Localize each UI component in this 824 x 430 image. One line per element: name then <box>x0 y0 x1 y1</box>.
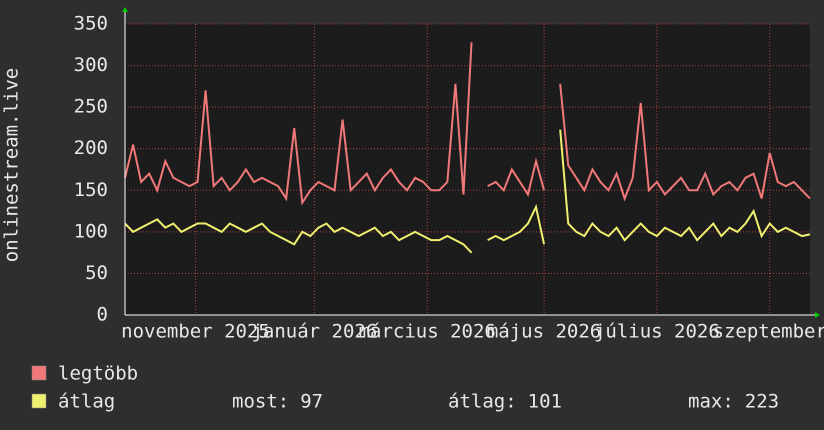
stat-value: 101 <box>528 391 562 413</box>
y-arrow <box>122 7 128 12</box>
x-tick-label: január 2026 <box>251 321 377 343</box>
x-arrow <box>815 312 820 318</box>
y-tick-label: 200 <box>74 137 108 159</box>
plot-area <box>125 24 810 315</box>
series-line <box>124 42 811 206</box>
legend-swatch <box>31 365 47 381</box>
stat-label: átlag: <box>448 391 517 413</box>
series-line <box>124 129 811 254</box>
y-tick-label: 50 <box>85 262 108 284</box>
x-tick-label: március 2026 <box>359 321 496 343</box>
stat-label: most: <box>232 391 289 413</box>
stat-value: 223 <box>745 391 779 413</box>
stat-label: max: <box>688 391 734 413</box>
legend-swatch <box>31 393 47 409</box>
y-tick-label: 300 <box>74 54 108 76</box>
x-tick-label: november 2025 <box>121 321 270 343</box>
y-tick-label: 0 <box>97 304 108 326</box>
x-tick-label: május 2026 <box>487 321 601 343</box>
stat-value: 97 <box>300 391 323 413</box>
legend-label: legtöbb <box>58 363 138 385</box>
legend-label: átlag <box>58 391 115 413</box>
y-tick-label: 350 <box>74 13 108 35</box>
y-tick-label: 100 <box>74 220 108 242</box>
y-tick-label: 150 <box>74 179 108 201</box>
x-tick-label: szeptember <box>713 321 824 343</box>
x-tick-label: július 2026 <box>594 321 720 343</box>
y-axis-label: onlinestream.live <box>1 68 23 262</box>
y-tick-label: 250 <box>74 96 108 118</box>
